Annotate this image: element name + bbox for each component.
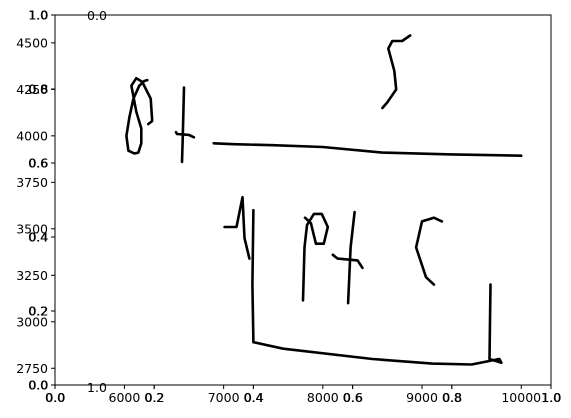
ink-stroke-t-horizontal	[331, 253, 364, 270]
x-tick-label: 0.4	[243, 390, 263, 405]
x-tick-label: 0.8	[442, 390, 462, 405]
ink-stroke-l	[223, 195, 251, 260]
ink-strokes	[125, 34, 523, 366]
ink-stroke-plus-vertical	[180, 86, 186, 164]
tick-marks	[51, 14, 552, 389]
ink-stroke-t-vertical	[346, 210, 356, 305]
y-tick-label: 0.6	[29, 156, 49, 171]
x-tick-label: 0.4	[244, 390, 264, 405]
x-tick-label: 10000	[501, 390, 541, 405]
y-tick-label: 0.8	[28, 82, 48, 97]
axes-frame	[54, 14, 552, 386]
y-tick-label: 4250	[16, 82, 48, 97]
y-tick-label: 2750	[16, 361, 48, 376]
axes-spine	[54, 14, 552, 386]
x-tick-label: 0.2	[145, 390, 165, 405]
y-tick-label: 0.4	[29, 230, 49, 245]
y-tick-label: 3500	[16, 221, 48, 236]
y-tick-label: 0.2	[28, 304, 48, 319]
y-tick-label: 0.4	[28, 230, 48, 245]
y-tick-label: 3250	[16, 268, 48, 283]
x-tick-label: 0.8	[442, 390, 462, 405]
x-tick-label: 1.0	[541, 390, 561, 405]
x-tick-label: 1.0	[542, 390, 562, 405]
y-tick-label: 3000	[16, 314, 48, 329]
x-tick-label: 0.6	[343, 390, 363, 405]
y-tick-label: 3750	[16, 175, 48, 190]
x-tick-label: 7000	[208, 390, 240, 405]
x-tick-label: 0.2	[144, 390, 164, 405]
ink-stroke-p	[301, 212, 330, 302]
y-tick-label: 1.0	[29, 8, 49, 23]
ink-stroke-fraction-bar	[212, 142, 523, 157]
ink-stroke-c	[414, 216, 444, 286]
x-tick-label: 9000	[406, 390, 438, 405]
y-tick-label: 1.0	[28, 8, 48, 23]
x-tick-label: 0.0	[45, 390, 65, 405]
y-tick-label: 4000	[16, 128, 48, 143]
y-tick-label: 0.0	[29, 378, 49, 393]
ink-stroke-bracket	[251, 208, 503, 366]
stray-bottom-label: 1.0	[87, 380, 107, 395]
ink-stroke-five	[381, 34, 412, 110]
y-tick-label: 0.2	[29, 304, 49, 319]
y-tick-label: 0.8	[29, 82, 49, 97]
x-tick-label: 8000	[307, 390, 339, 405]
x-tick-label: 6000	[109, 390, 141, 405]
y-tick-label: 4500	[16, 35, 48, 50]
x-tick-label: 0.6	[343, 390, 363, 405]
ink-stroke-d	[125, 76, 154, 155]
stray-top-label: 0.0	[87, 8, 107, 23]
tick-labels: 0.0 0.2 0.4 0.6 0.8 1.00.00.20.40.60.81.00.0 0…	[16, 8, 561, 406]
x-tick-label: 0.0	[46, 390, 66, 405]
y-tick-label: 0.0	[28, 378, 48, 393]
y-tick-label: 0.6	[28, 156, 48, 171]
